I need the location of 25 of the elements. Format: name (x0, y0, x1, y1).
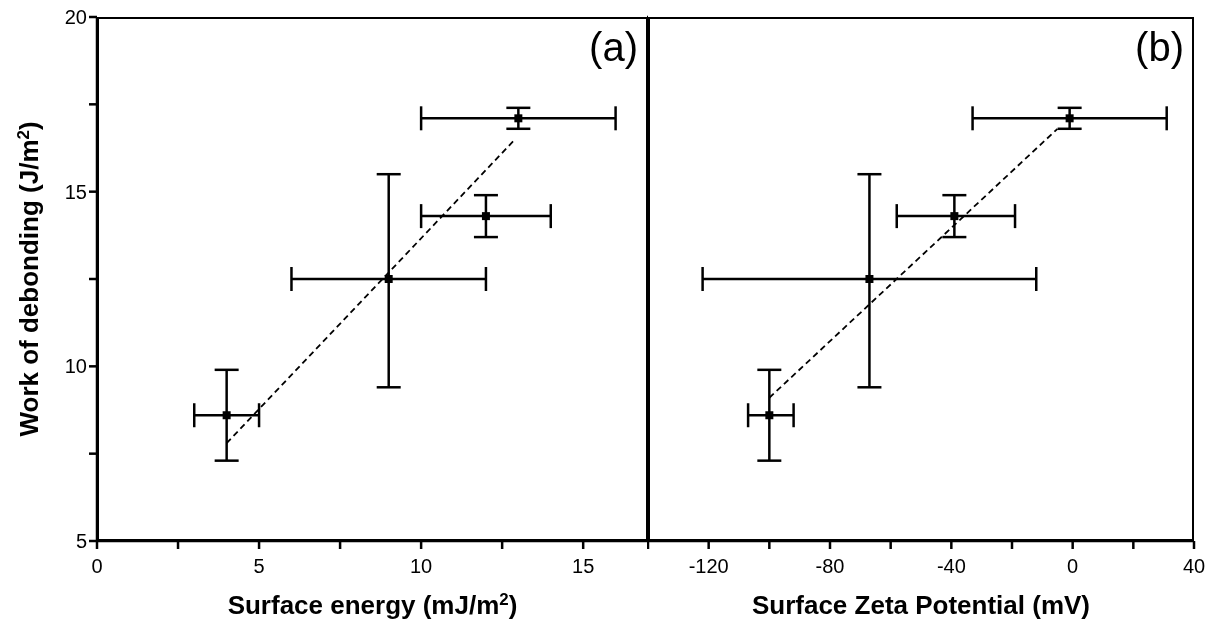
x-tick-label: 0 (91, 555, 103, 578)
annotation: (a) (589, 25, 638, 70)
x-tick-label: 5 (253, 555, 265, 578)
x-tick-label: -40 (936, 555, 966, 578)
point (481, 212, 490, 221)
y-tick-label: 10 (64, 355, 87, 378)
y-tick-label: 5 (75, 530, 87, 553)
point (1065, 114, 1074, 123)
x-axis-title: Surface energy (mJ/m$^{2}$) (227, 589, 518, 620)
x-tick-label: 10 (409, 555, 433, 578)
x-tick-label: -80 (815, 555, 845, 578)
x-tick-label: 40 (1182, 555, 1206, 578)
y-tick-label: 20 (64, 6, 87, 29)
annotation: (b) (1135, 25, 1184, 70)
x-tick-label: -120 (688, 555, 729, 578)
point (765, 411, 774, 420)
point (865, 275, 874, 283)
point (514, 114, 523, 123)
x-tick-label: 0 (1067, 555, 1079, 578)
x-axis-title: Surface Zeta Potential (mV) (751, 590, 1091, 620)
x-tick-label: 15 (572, 555, 595, 578)
point (950, 212, 959, 221)
point (384, 275, 393, 283)
y-tick-label: 15 (64, 180, 87, 203)
point (222, 411, 231, 420)
